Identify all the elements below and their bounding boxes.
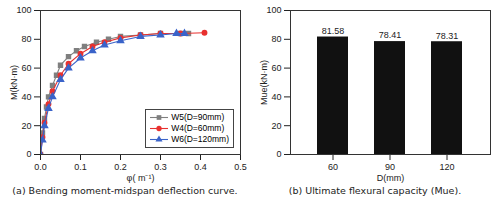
svg-text:78.41: 78.41 <box>379 30 402 40</box>
svg-text:60: 60 <box>21 63 31 73</box>
svg-text:120: 120 <box>439 162 454 172</box>
html-text:(a) Bending moment-midspan def: (a) Bending moment-midspan deflection cu… <box>12 185 238 196</box>
svg-text:80: 80 <box>271 34 281 44</box>
svg-text:90: 90 <box>385 162 395 172</box>
svg-text:40: 40 <box>271 92 281 102</box>
svg-text:81.58: 81.58 <box>322 26 345 36</box>
svg-text:0: 0 <box>26 149 31 159</box>
svg-text:60: 60 <box>328 162 338 172</box>
svg-text:φ( m⁻¹): φ( m⁻¹) <box>127 173 155 183</box>
svg-text:0.0: 0.0 <box>34 162 47 172</box>
svg-text:Mue(kN·m): Mue(kN·m) <box>259 60 269 105</box>
svg-text:M(kN·m): M(kN·m) <box>9 65 19 100</box>
svg-text:0.2: 0.2 <box>114 162 127 172</box>
html-text:(b) Ultimate flexural capacity: (b) Ultimate flexural capacity (Mue). <box>288 185 462 196</box>
svg-text:D(mm): D(mm) <box>377 173 405 183</box>
svg-text:100: 100 <box>266 5 281 15</box>
svg-text:20: 20 <box>271 121 281 131</box>
svg-text:80: 80 <box>21 34 31 44</box>
svg-text:0.1: 0.1 <box>74 162 87 172</box>
html-text:W4(D=60mm): W4(D=60mm) <box>171 123 225 133</box>
svg-text:100: 100 <box>16 5 31 15</box>
svg-text:60: 60 <box>271 63 281 73</box>
svg-text:78.31: 78.31 <box>436 31 459 41</box>
svg-text:40: 40 <box>21 92 31 102</box>
svg-text:0.4: 0.4 <box>194 162 207 172</box>
svg-text:0.3: 0.3 <box>154 162 167 172</box>
svg-text:20: 20 <box>21 121 31 131</box>
html-text:W6(D=120mm): W6(D=120mm) <box>171 134 229 144</box>
svg-text:0: 0 <box>276 149 281 159</box>
svg-text:0.5: 0.5 <box>234 162 247 172</box>
html-text:W5(D=90mm): W5(D=90mm) <box>171 112 225 122</box>
